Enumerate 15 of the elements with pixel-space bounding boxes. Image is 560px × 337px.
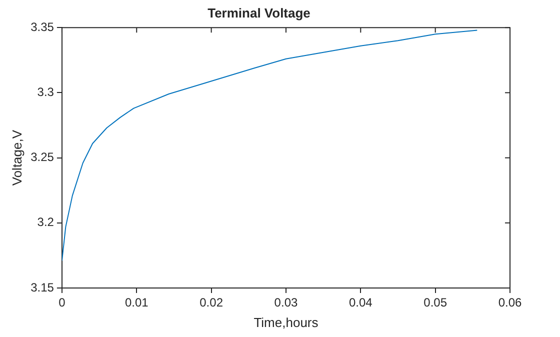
x-tick-label: 0 [58, 296, 66, 310]
y-tick-label: 3.15 [30, 280, 54, 294]
y-tick-label: 3.2 [37, 215, 54, 230]
x-tick-label: 0.04 [348, 296, 373, 310]
x-axis-title: Time,hours [254, 314, 319, 330]
x-tick-label: 0.05 [424, 296, 448, 310]
x-tick-label: 0.03 [274, 296, 298, 310]
y-tick-label: 3.35 [30, 20, 54, 34]
x-tick-label: 0.06 [498, 296, 522, 310]
y-axis-title: Voltage,V [9, 130, 24, 186]
x-tick-label: 0.01 [124, 296, 149, 310]
chart-title: Terminal Voltage [208, 5, 310, 20]
x-tick-label: 0.02 [200, 296, 224, 310]
y-tick-label: 3.3 [37, 85, 54, 100]
y-tick-label: 3.25 [30, 150, 54, 164]
